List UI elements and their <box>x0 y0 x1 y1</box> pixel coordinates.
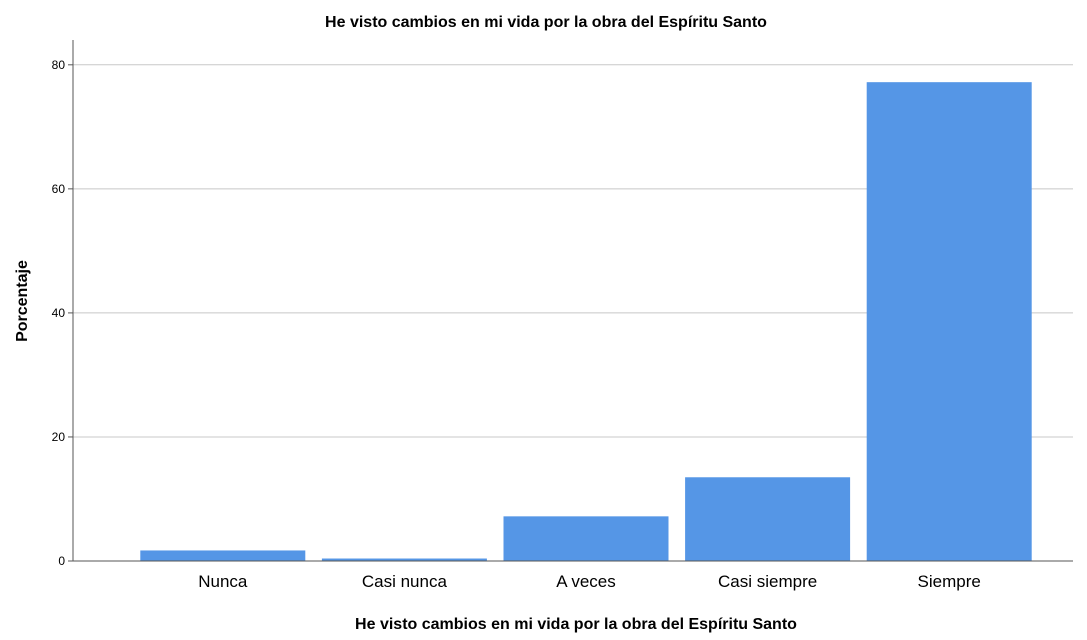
x-tick-label: Casi siempre <box>718 572 817 591</box>
x-tick-label: Casi nunca <box>362 572 448 591</box>
x-tick-label: Siempre <box>918 572 981 591</box>
x-tick-labels: Nunca Casi nunca A veces Casi siempre Siempr… <box>198 572 981 591</box>
bars <box>140 82 1032 561</box>
bar-casi-siempre <box>685 477 851 561</box>
y-tick-label: 40 <box>52 306 66 320</box>
bar-siempre <box>866 82 1032 561</box>
bar-nunca <box>140 550 306 561</box>
x-axis-title: He visto cambios en mi vida por la obra … <box>355 616 797 633</box>
bar-casi-nunca <box>321 558 487 561</box>
bar-a-veces <box>503 516 669 561</box>
axes <box>72 40 1073 562</box>
x-tick-label: Nunca <box>198 572 248 591</box>
y-tick-label: 20 <box>52 430 66 444</box>
x-tick-label: A veces <box>556 572 616 591</box>
y-tick-labels: 0 20 40 60 80 <box>52 58 73 568</box>
y-tick-label: 60 <box>52 182 66 196</box>
chart-title: He visto cambios en mi vida por la obra … <box>325 14 767 31</box>
y-tick-label: 80 <box>52 58 66 72</box>
y-tick-label: 0 <box>58 554 65 568</box>
y-axis-title: Porcentaje <box>14 260 31 342</box>
